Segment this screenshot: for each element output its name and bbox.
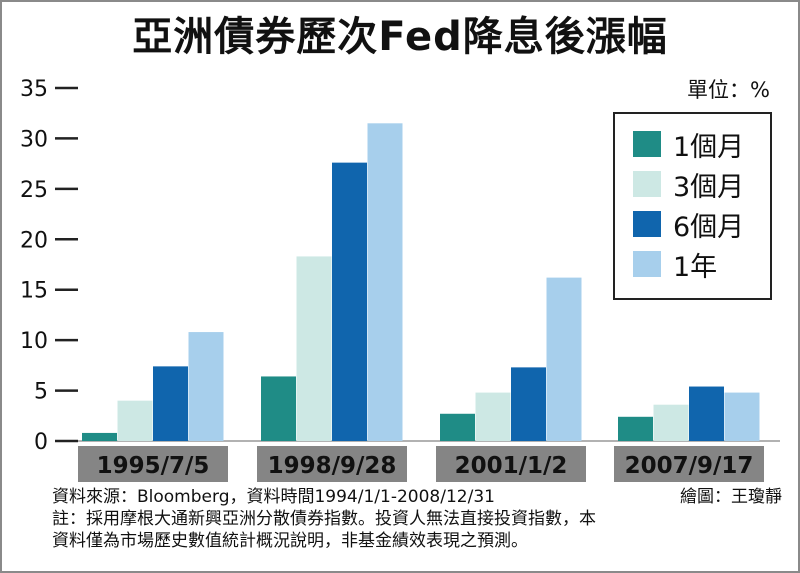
bar [475,392,511,441]
y-tick-label: 5 [34,380,48,405]
y-tick-label: 0 [34,430,48,455]
bar [188,332,224,441]
bar [689,386,724,441]
bar [440,413,475,441]
legend-item-1y: 1年 [633,246,718,283]
disclaimer-line-1: 註：採用摩根大通新興亞洲分散債券指數。投資人無法直接投資指數，本 [52,509,596,529]
x-axis: 1995/7/5 1998/9/28 2001/1/2 2007/9/17 [78,446,764,482]
y-tick-label: 10 [20,329,48,354]
bars [82,123,760,442]
x-tick-label: 1995/7/5 [97,453,210,479]
disclaimer-line-2: 資料僅為市場歷史數值統計概況說明，非基金績效表現之預測。 [52,531,528,551]
y-tick-label: 25 [20,178,48,203]
bar [511,367,546,441]
x-category-box [257,446,407,482]
y-tick-label: 15 [20,279,48,304]
bar [546,277,582,441]
legend: 1個月 3個月 6個月 1年 [613,112,772,300]
chart-footer: 資料來源：Bloomberg，資料時間1994/1/1-2008/12/31 繪… [52,486,782,552]
legend-label: 1個月 [673,131,745,163]
y-tick-label: 30 [20,127,48,152]
bar [332,162,367,442]
legend-item-6m: 6個月 [633,206,745,243]
x-tick-label: 1998/9/28 [268,453,397,479]
bar [653,404,689,441]
y-tick-label: 35 [20,77,48,102]
legend-swatch [633,131,661,157]
x-category-box [436,446,586,482]
chart-title: 亞洲債券歷次Fed降息後漲幅 [132,14,668,60]
legend-swatch [633,171,661,197]
legend-label: 6個月 [673,211,745,243]
source-note: 資料來源：Bloomberg，資料時間1994/1/1-2008/12/31 [52,487,495,507]
bar [724,392,760,441]
y-axis: 0 5 10 15 20 25 30 35 [20,77,780,455]
bar [153,366,188,441]
bar [618,416,653,441]
bar [367,123,403,442]
x-category-box [614,446,764,482]
bar [82,432,117,441]
x-tick-label: 2001/1/2 [455,453,568,479]
legend-item-3m: 3個月 [633,166,745,203]
credit-note: 繪圖：王瓊靜 [680,487,782,507]
x-tick-label: 2007/9/17 [625,453,754,479]
bar [117,400,153,441]
legend-item-1m: 1個月 [633,126,745,163]
bar [261,376,296,441]
legend-swatch [633,251,661,277]
x-category-box [78,446,228,482]
bar [296,256,332,441]
legend-label: 1年 [673,251,718,283]
unit-label: 單位：% [687,78,770,102]
legend-label: 3個月 [673,171,745,203]
y-tick-label: 20 [20,228,48,253]
legend-swatch [633,211,661,237]
